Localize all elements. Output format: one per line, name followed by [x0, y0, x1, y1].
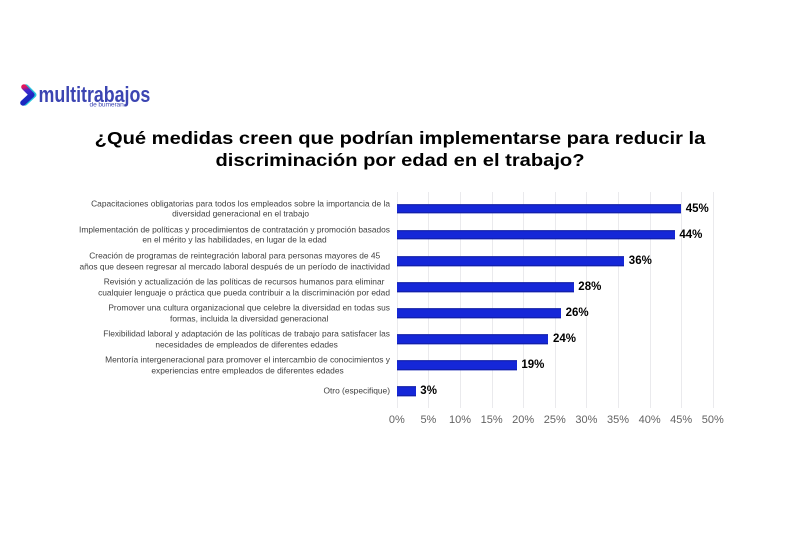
svg-text:de bumeran: de bumeran — [90, 102, 125, 109]
svg-text:multitrabajos: multitrabajos — [39, 83, 151, 107]
